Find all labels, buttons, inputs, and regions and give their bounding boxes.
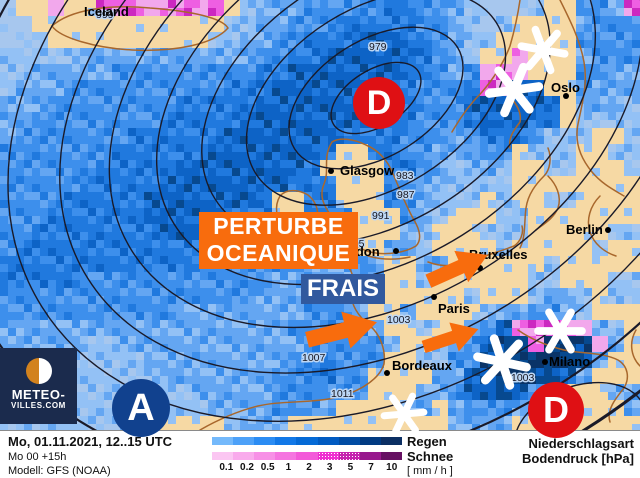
rain-scale-segment <box>254 437 276 445</box>
rain-scale-segment <box>212 437 234 445</box>
snow-scale-segment <box>359 452 381 460</box>
rain-legend-label: Regen <box>407 434 447 449</box>
perturbation-label-line2: OCEANIQUE <box>206 240 351 266</box>
rain-scale-segment <box>275 437 297 445</box>
snow-scale-segment <box>380 452 402 460</box>
isobar-label: 991 <box>372 210 390 222</box>
isobar-label: 1003 <box>511 372 535 384</box>
legend-tick-labels: 0.1 0.2 0.5 1 2 3 5 7 10 <box>216 462 402 473</box>
isobar-label: 1003 <box>387 314 411 326</box>
city-label: Oslo <box>551 80 580 95</box>
rain-scale-segment <box>233 437 255 445</box>
frais-label-box: FRAIS <box>301 274 385 304</box>
snow-scale-segment <box>254 452 276 460</box>
snow-scale-segment <box>275 452 297 460</box>
city-dot <box>542 359 548 365</box>
valid-datetime-label: Mo, 01.11.2021, 12..15 UTC <box>8 434 173 449</box>
legend-tick: 0.2 <box>240 462 254 473</box>
isobar-label: 1011 <box>331 388 354 400</box>
legend-tick: 7 <box>368 462 374 473</box>
logo-moon-icon <box>25 358 52 384</box>
legend-tick: 5 <box>347 462 354 473</box>
city-label: Berlin <box>566 222 603 237</box>
logo-text-line2: VILLES.COM <box>11 401 66 410</box>
low-pressure-symbol-alps: D <box>528 382 584 438</box>
isobar-label: 983 <box>396 170 414 182</box>
city-dot <box>431 294 437 300</box>
isobar-label: 979 <box>369 41 387 53</box>
rain-scale-segment <box>296 437 318 445</box>
city-label: Bordeaux <box>392 358 453 373</box>
legend-tick: 1 <box>285 462 292 473</box>
model-name-label: Modell: GFS (NOAA) <box>8 465 111 477</box>
meteo-villes-logo: METEO- VILLES.COM <box>0 348 77 424</box>
run-info-block: Mo, 01.11.2021, 12..15 UTC Mo 00 +15h Mo… <box>8 434 172 478</box>
snow-intensity-scale <box>212 452 402 460</box>
isobar-label: 999 <box>96 9 114 21</box>
legend-tick: 3 <box>326 462 333 473</box>
city-label: Iceland <box>84 4 129 19</box>
city-label: Paris <box>438 301 470 316</box>
model-run-label: Mo 00 +15h <box>8 451 67 463</box>
rain-scale-segment <box>317 437 339 445</box>
isobar-label: 1007 <box>302 352 326 364</box>
legend-tick: 2 <box>306 462 312 473</box>
city-label: Glasgow <box>340 163 395 178</box>
isobar-label: 987 <box>397 189 415 201</box>
snow-scale-segment <box>338 452 360 460</box>
snow-scale-segment <box>317 452 339 460</box>
city-dot <box>384 370 390 376</box>
city-dot <box>393 248 399 254</box>
footer-bar: Mo, 01.11.2021, 12..15 UTC Mo 00 +15h Mo… <box>0 430 640 478</box>
low-pressure-symbol-atlantic: D <box>353 77 405 129</box>
perturbation-label-box: PERTURBE OCEANIQUE <box>199 212 358 269</box>
legend-tick: 10 <box>386 462 398 473</box>
rain-intensity-scale <box>212 437 402 445</box>
city-label: Milano <box>549 354 590 369</box>
logo-text-line1: METEO- <box>11 387 66 402</box>
city-dot <box>328 168 334 174</box>
snow-scale-segment <box>296 452 318 460</box>
legend-unit-label: [ mm / h ] <box>407 465 453 477</box>
legend-tick: 0.5 <box>260 462 275 473</box>
legend-tick: 0.1 <box>219 462 234 473</box>
perturbation-label-line1: PERTURBE <box>213 213 344 239</box>
snow-scale-segment <box>212 452 234 460</box>
rain-scale-segment <box>338 437 360 445</box>
rain-scale-segment <box>359 437 381 445</box>
precip-type-label: Niederschlagsart <box>528 436 635 451</box>
legend-title-block: Niederschlagsart Bodendruck [hPa] <box>522 436 634 466</box>
snow-scale-segment <box>233 452 255 460</box>
rain-scale-segment <box>380 437 402 445</box>
high-pressure-symbol: A <box>112 379 170 437</box>
legend-words-block: Regen Schnee [ mm / h ] <box>407 434 453 478</box>
city-dot <box>563 93 569 99</box>
city-label: Bruxelles <box>469 247 528 262</box>
pressure-unit-label: Bodendruck [hPa] <box>522 451 634 466</box>
city-dot <box>477 265 483 271</box>
city-dot <box>605 227 611 233</box>
snow-legend-label: Schnee <box>407 449 454 464</box>
city-labels: IcelandGlasgowLondonOsloBerlinBruxellesP… <box>84 4 611 376</box>
